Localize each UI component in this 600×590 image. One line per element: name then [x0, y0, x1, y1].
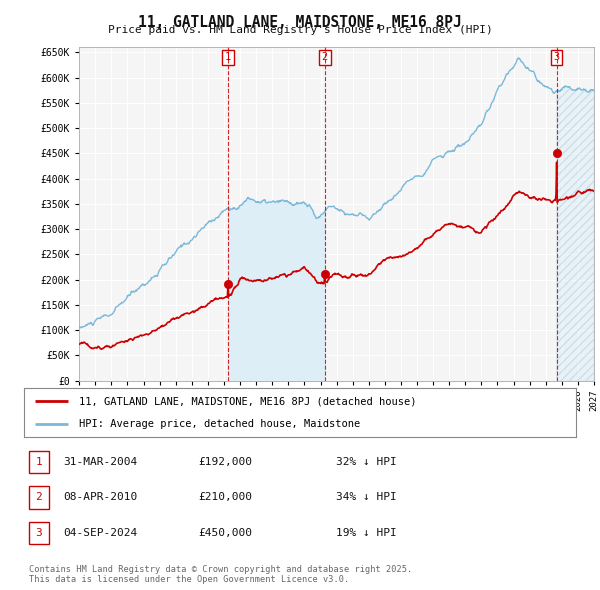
- Text: 11, GATLAND LANE, MAIDSTONE, ME16 8PJ: 11, GATLAND LANE, MAIDSTONE, ME16 8PJ: [138, 15, 462, 30]
- Text: 32% ↓ HPI: 32% ↓ HPI: [336, 457, 397, 467]
- Text: £450,000: £450,000: [198, 528, 252, 537]
- Text: £192,000: £192,000: [198, 457, 252, 467]
- Text: 04-SEP-2024: 04-SEP-2024: [63, 528, 137, 537]
- Text: 08-APR-2010: 08-APR-2010: [63, 493, 137, 502]
- Text: 3: 3: [35, 528, 42, 537]
- Text: 2: 2: [322, 52, 328, 62]
- Text: 31-MAR-2004: 31-MAR-2004: [63, 457, 137, 467]
- Text: 19% ↓ HPI: 19% ↓ HPI: [336, 528, 397, 537]
- Text: 1: 1: [225, 52, 231, 62]
- Text: 34% ↓ HPI: 34% ↓ HPI: [336, 493, 397, 502]
- Text: HPI: Average price, detached house, Maidstone: HPI: Average price, detached house, Maid…: [79, 418, 361, 428]
- Text: 11, GATLAND LANE, MAIDSTONE, ME16 8PJ (detached house): 11, GATLAND LANE, MAIDSTONE, ME16 8PJ (d…: [79, 396, 416, 407]
- Text: 3: 3: [553, 52, 560, 62]
- Text: 1: 1: [35, 457, 42, 467]
- Text: £210,000: £210,000: [198, 493, 252, 502]
- Text: Price paid vs. HM Land Registry's House Price Index (HPI): Price paid vs. HM Land Registry's House …: [107, 25, 493, 35]
- Text: Contains HM Land Registry data © Crown copyright and database right 2025.
This d: Contains HM Land Registry data © Crown c…: [29, 565, 412, 584]
- Text: 2: 2: [35, 493, 42, 502]
